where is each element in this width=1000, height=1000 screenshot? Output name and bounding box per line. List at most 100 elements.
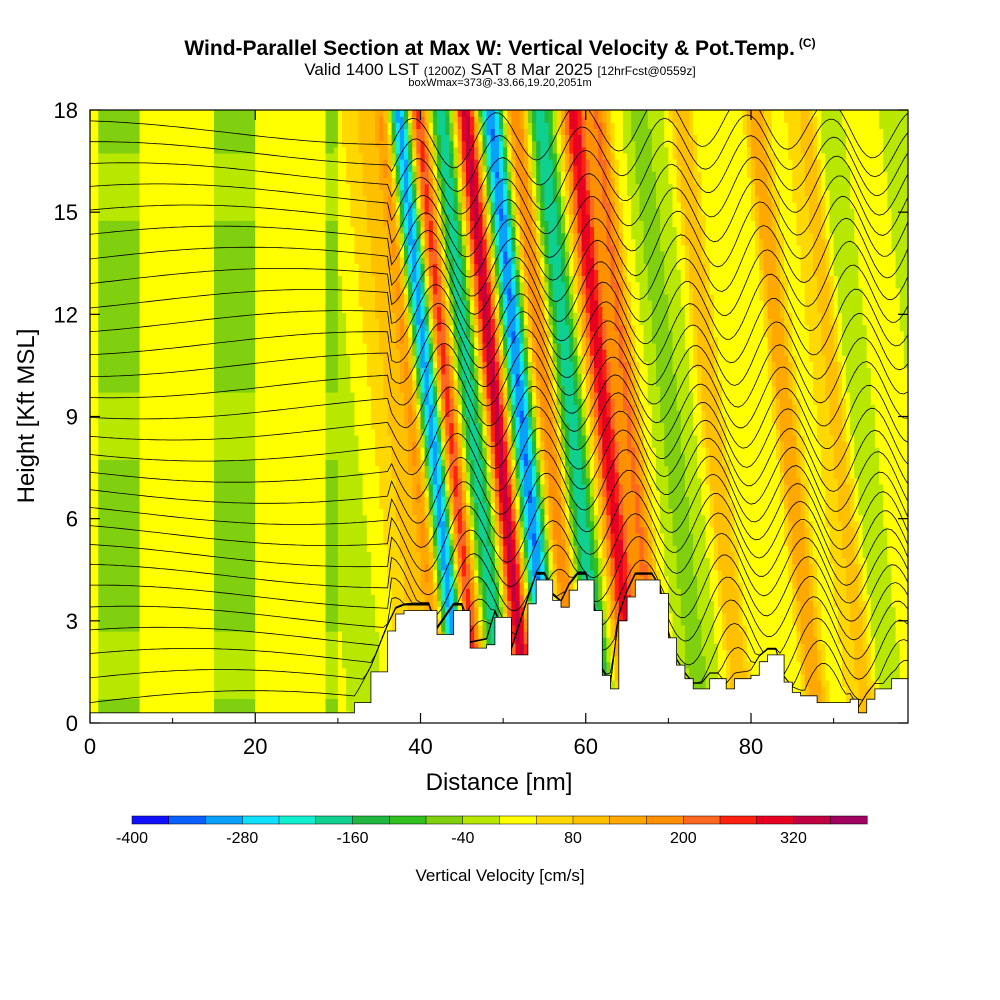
velocity-cell: [197, 649, 203, 657]
velocity-cell: [106, 269, 112, 277]
velocity-cell: [131, 422, 137, 430]
velocity-cell: [168, 116, 174, 123]
velocity-cell: [193, 159, 199, 166]
velocity-cell: [98, 318, 103, 326]
velocity-cell: [185, 159, 190, 166]
velocity-cell: [131, 128, 137, 136]
velocity-cell: [139, 165, 145, 172]
velocity-cell: [98, 195, 103, 203]
velocity-cell: [251, 232, 256, 240]
velocity-cell: [147, 324, 153, 332]
velocity-cell: [172, 637, 178, 644]
velocity-cell: [193, 447, 199, 454]
velocity-cell: [246, 355, 252, 362]
velocity-cell: [197, 692, 203, 700]
velocity-cell: [164, 171, 170, 179]
velocity-cell: [168, 275, 174, 283]
velocity-cell: [98, 324, 103, 332]
velocity-cell: [197, 349, 203, 356]
velocity-cell: [238, 287, 244, 295]
velocity-cell: [123, 600, 128, 608]
velocity-cell: [242, 680, 248, 687]
velocity-cell: [288, 275, 294, 283]
velocity-cell: [98, 404, 103, 411]
velocity-cell: [139, 250, 145, 258]
velocity-cell: [205, 545, 211, 552]
velocity-cell: [102, 318, 108, 326]
velocity-cell: [127, 698, 132, 706]
velocity-cell: [251, 490, 256, 497]
velocity-cell: [164, 490, 170, 497]
velocity-cell: [288, 336, 294, 344]
velocity-cell: [213, 582, 219, 589]
velocity-cell: [213, 195, 219, 203]
velocity-cell: [251, 631, 256, 638]
velocity-cell: [135, 318, 141, 326]
velocity-cell: [98, 177, 103, 185]
velocity-cell: [263, 483, 269, 491]
velocity-cell: [284, 588, 289, 595]
velocity-cell: [118, 226, 124, 234]
velocity-cell: [284, 655, 289, 663]
velocity-cell: [209, 667, 215, 675]
velocity-cell: [164, 330, 170, 338]
velocity-cell: [230, 244, 236, 252]
velocity-cell: [209, 208, 215, 215]
velocity-cell: [242, 232, 248, 240]
velocity-cell: [189, 594, 194, 601]
velocity-cell: [201, 649, 207, 657]
velocity-cell: [226, 673, 232, 681]
velocity-cell: [271, 361, 277, 369]
velocity-cell: [110, 385, 116, 393]
velocity-cell: [234, 122, 240, 129]
velocity-cell: [164, 385, 170, 393]
velocity-cell: [185, 324, 190, 332]
velocity-cell: [98, 563, 103, 571]
velocity-cell: [147, 220, 153, 228]
velocity-cell: [139, 201, 145, 209]
velocity-cell: [197, 483, 203, 491]
velocity-cell: [222, 643, 227, 651]
velocity-cell: [156, 250, 161, 258]
velocity-cell: [114, 398, 120, 405]
velocity-cell: [106, 508, 112, 516]
velocity-cell: [123, 618, 128, 626]
velocity-cell: [90, 159, 95, 166]
velocity-cell: [168, 434, 174, 442]
velocity-cell: [114, 404, 120, 411]
velocity-cell: [180, 300, 186, 307]
velocity-cell: [180, 459, 186, 467]
velocity-cell: [267, 367, 273, 375]
velocity-cell: [164, 673, 170, 681]
velocity-cell: [222, 594, 227, 601]
velocity-cell: [263, 226, 269, 234]
velocity-cell: [193, 379, 199, 387]
velocity-cell: [242, 398, 248, 405]
velocity-cell: [151, 214, 157, 221]
velocity-cell: [160, 563, 165, 571]
velocity-cell: [251, 122, 256, 129]
velocity-cell: [205, 594, 211, 601]
velocity-cell: [131, 171, 137, 179]
velocity-cell: [94, 312, 99, 320]
velocity-cell: [242, 557, 248, 565]
velocity-cell: [185, 422, 190, 430]
velocity-cell: [110, 447, 116, 454]
velocity-cell: [213, 686, 219, 693]
velocity-cell: [189, 612, 194, 620]
velocity-cell: [197, 391, 203, 399]
velocity-cell: [280, 698, 285, 706]
velocity-cell: [123, 312, 128, 320]
velocity-cell: [176, 214, 182, 221]
velocity-cell: [180, 600, 186, 608]
velocity-cell: [123, 539, 128, 546]
velocity-cell: [131, 496, 137, 503]
velocity-cell: [246, 416, 252, 424]
velocity-cell: [197, 471, 203, 479]
velocity-cell: [114, 588, 120, 595]
velocity-cell: [288, 465, 294, 473]
velocity-cell: [123, 532, 128, 540]
velocity-cell: [234, 214, 240, 221]
velocity-cell: [275, 281, 281, 289]
velocity-cell: [189, 183, 194, 191]
